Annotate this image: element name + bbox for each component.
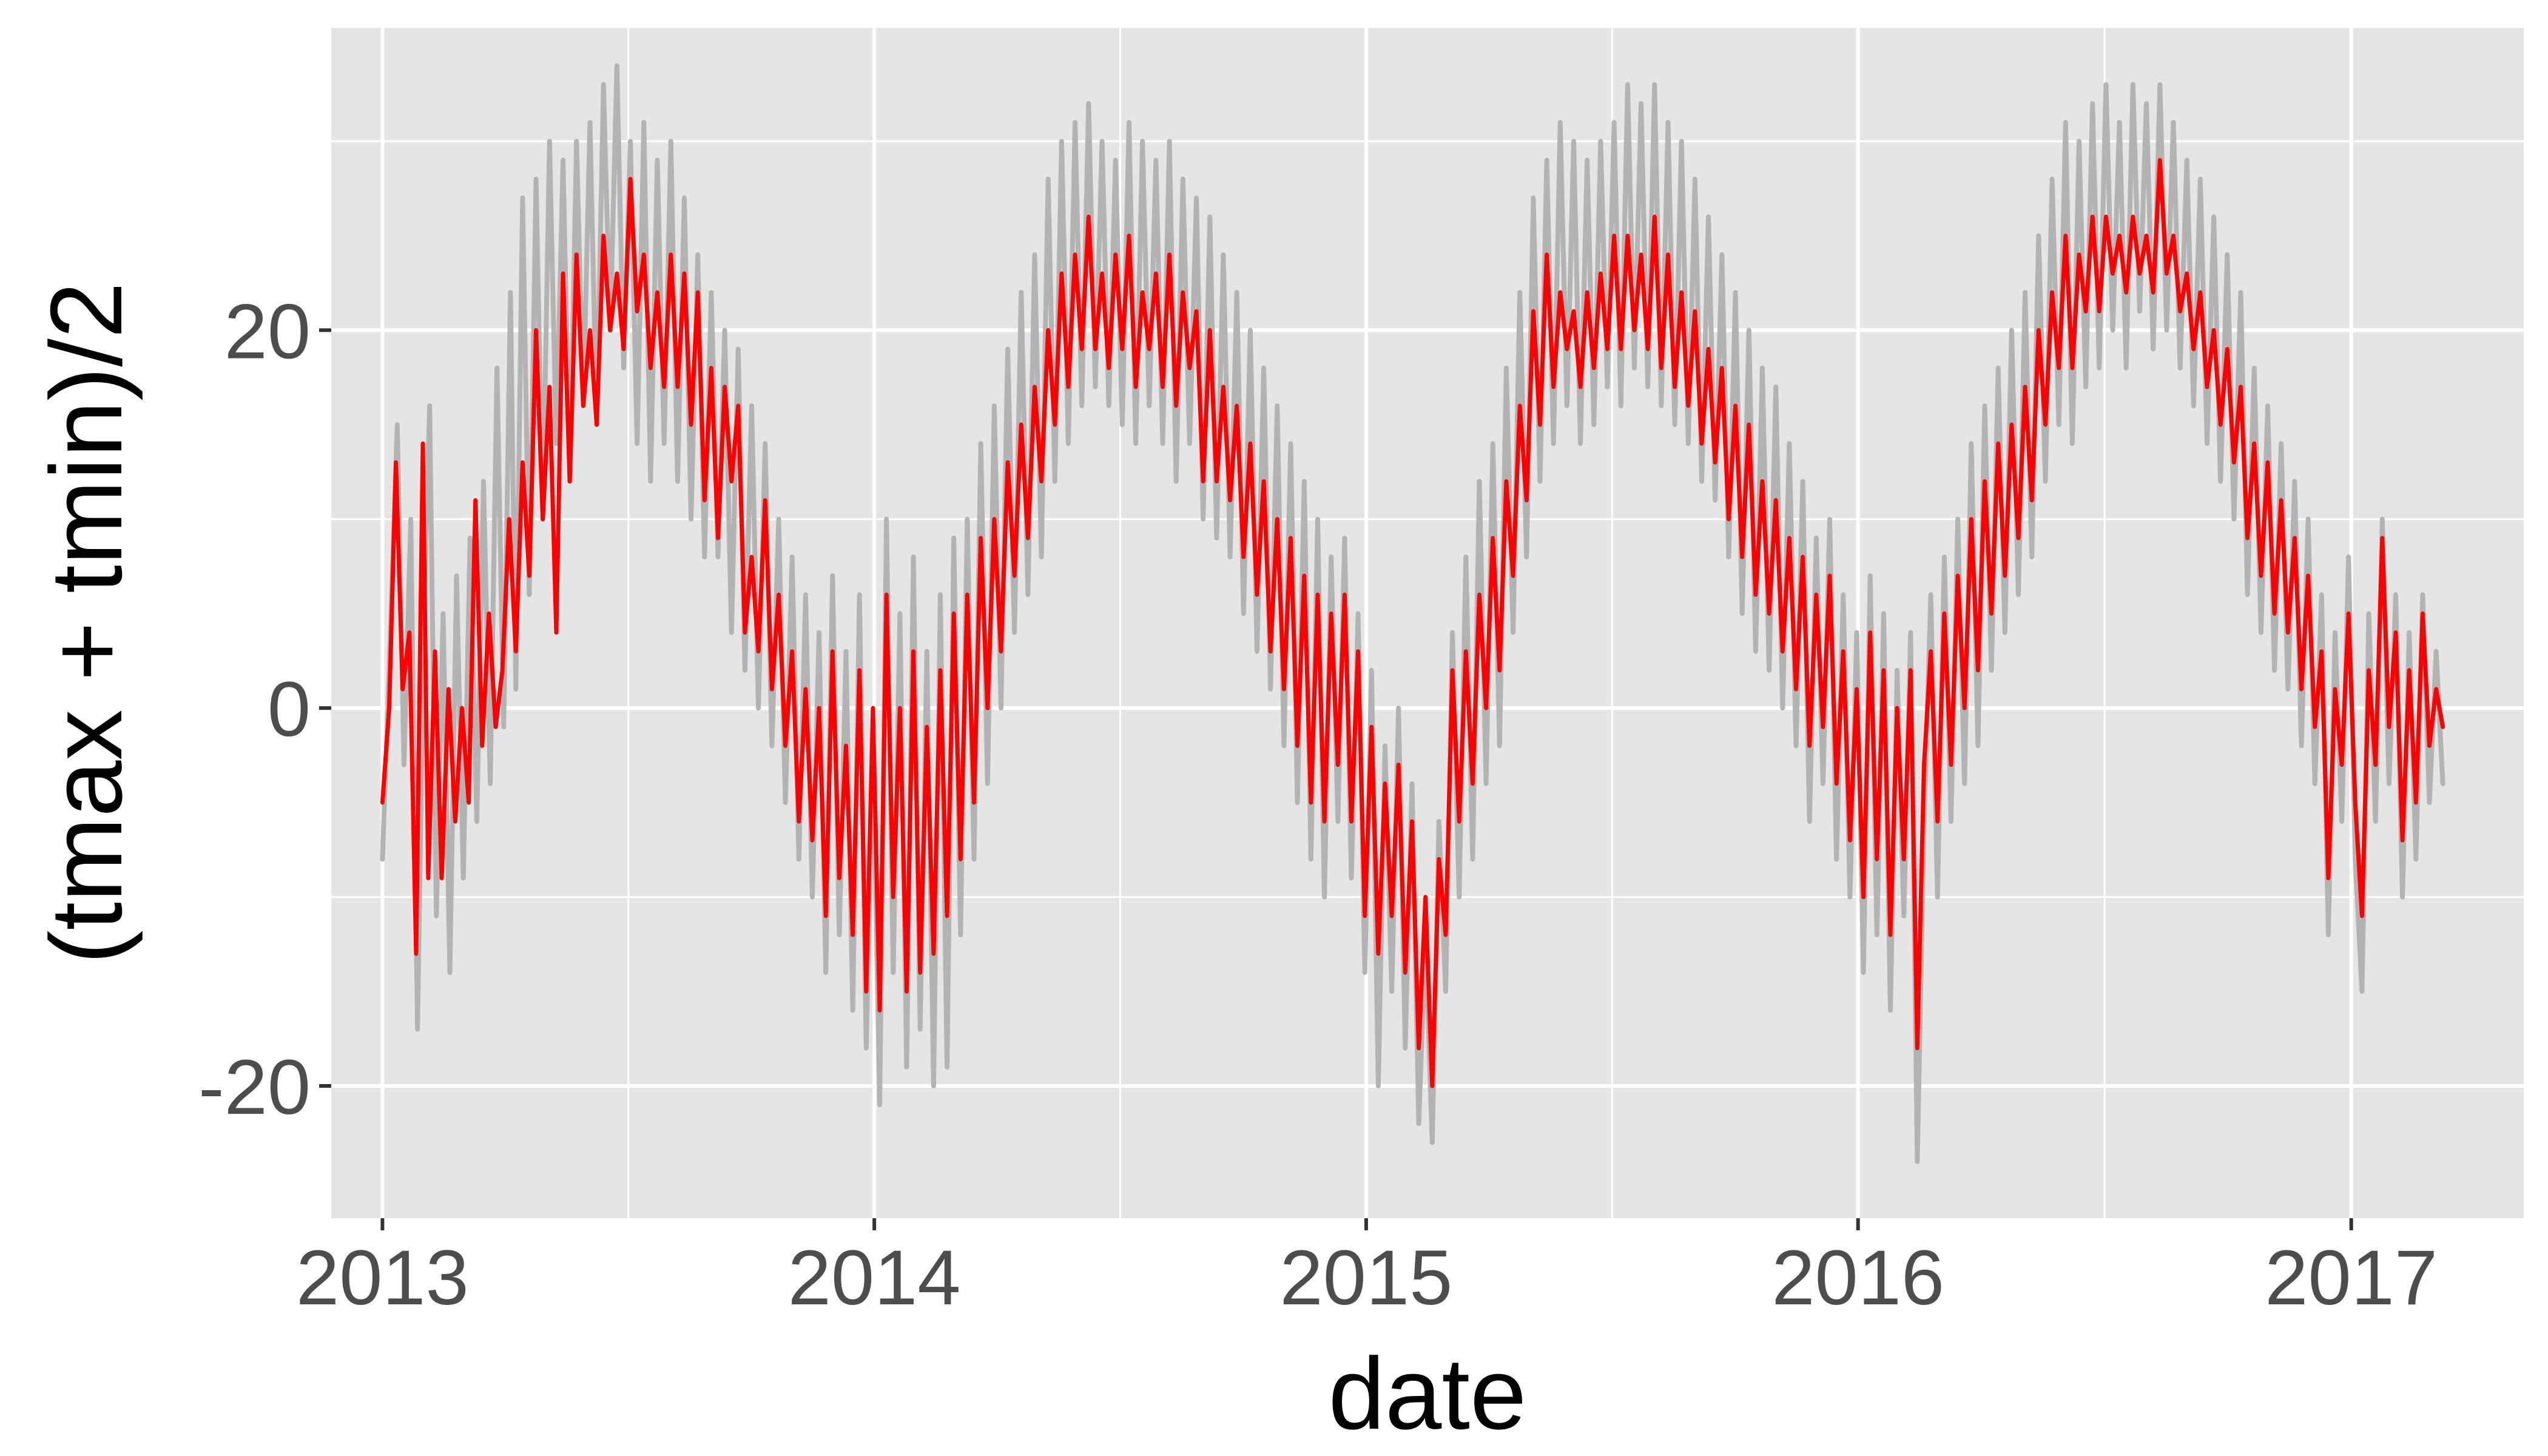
series-line-gray — [380, 63, 2445, 1164]
y-tick-label: -20 — [198, 1044, 311, 1131]
x-axis-ticks: 2013 2014 2015 2016 2017 — [296, 1218, 2438, 1321]
series-line-red — [380, 158, 2445, 1088]
y-tick-label: 20 — [224, 288, 311, 375]
x-axis-title: date — [1329, 1336, 1527, 1451]
y-axis-ticks: -20 0 20 — [198, 288, 331, 1131]
x-tick-label: 2016 — [1771, 1235, 1944, 1321]
y-axis-title: (tmax + tmin)/2 — [29, 282, 143, 965]
x-tick-label: 2017 — [2265, 1235, 2438, 1321]
series-layer — [380, 63, 2445, 1164]
x-tick-label: 2015 — [1280, 1235, 1453, 1321]
y-tick-label: 0 — [268, 666, 311, 753]
x-tick-label: 2013 — [296, 1235, 469, 1321]
x-tick-label: 2014 — [788, 1235, 961, 1321]
